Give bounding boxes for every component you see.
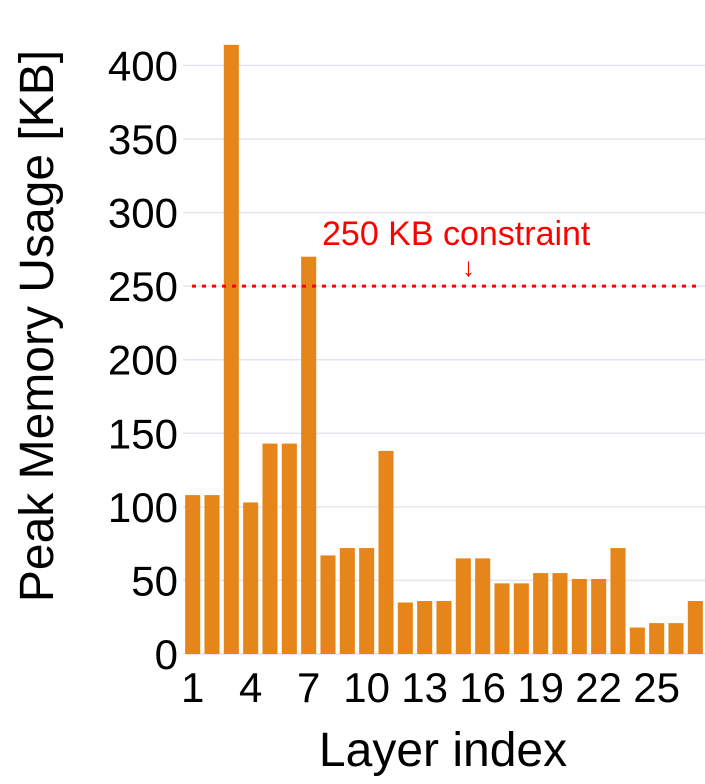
y-tick-label: 250: [108, 263, 178, 310]
y-tick-label: 350: [108, 116, 178, 163]
bar-layer-13: [417, 601, 433, 654]
bar-layer-20: [552, 573, 568, 654]
bar-layer-17: [494, 583, 510, 654]
bar-layer-23: [610, 548, 626, 654]
bar-layer-11: [378, 450, 394, 654]
y-tick-label: 100: [108, 484, 178, 531]
x-tick-label: 10: [343, 664, 390, 711]
x-tick-label: 25: [633, 664, 680, 711]
bar-layer-4: [243, 502, 259, 654]
bar-layer-7: [301, 256, 317, 654]
x-tick-label: 19: [517, 664, 564, 711]
y-tick-label: 400: [108, 42, 178, 89]
bar-layer-21: [571, 578, 587, 654]
bar-layer-9: [339, 548, 355, 654]
x-tick-label: 7: [297, 664, 320, 711]
bar-layer-12: [397, 602, 413, 654]
x-tick-label: 16: [459, 664, 506, 711]
bar-layer-25: [649, 623, 665, 654]
x-axis-title: Layer index: [319, 724, 567, 777]
y-tick-label: 0: [155, 631, 178, 678]
bar-layer-16: [475, 558, 491, 654]
x-tick-label: 22: [575, 664, 622, 711]
grid-lines: [183, 64, 705, 655]
bar-layer-8: [320, 555, 336, 654]
bar-layer-1: [185, 495, 201, 654]
y-tick-label: 50: [131, 557, 178, 604]
bar-layer-19: [533, 573, 549, 654]
bar-layer-2: [204, 495, 220, 654]
constraint-label: 250 KB constraint: [322, 215, 591, 253]
constraint-arrow: ↓: [462, 252, 475, 282]
y-tick-label: 150: [108, 410, 178, 457]
y-tick-label: 300: [108, 190, 178, 237]
y-axis-title: Peak Memory Usage [KB]: [11, 50, 64, 602]
x-tick-labels: 1 4 7 10 13 16 19 22 25: [181, 664, 680, 711]
bar-layer-18: [513, 583, 529, 654]
bars: [185, 44, 703, 655]
bar-layer-10: [359, 548, 375, 654]
bar-layer-26: [668, 623, 684, 654]
x-tick-label: 1: [181, 664, 204, 711]
x-tick-label: 13: [401, 664, 448, 711]
y-tick-label: 200: [108, 337, 178, 384]
y-tick-labels: 0 50 100 150 200 250 300 350 400: [108, 42, 178, 678]
bar-layer-22: [591, 578, 607, 654]
bar-layer-6: [281, 443, 297, 654]
bar-layer-3: [223, 44, 239, 655]
bar-layer-27: [687, 601, 703, 654]
bar-layer-14: [436, 601, 452, 654]
constraint-marker: 250 KB constraint ↓: [192, 215, 701, 288]
bar-layer-24: [629, 627, 645, 654]
bar-layer-5: [262, 443, 278, 654]
x-tick-label: 4: [239, 664, 262, 711]
bar-layer-15: [455, 558, 471, 654]
